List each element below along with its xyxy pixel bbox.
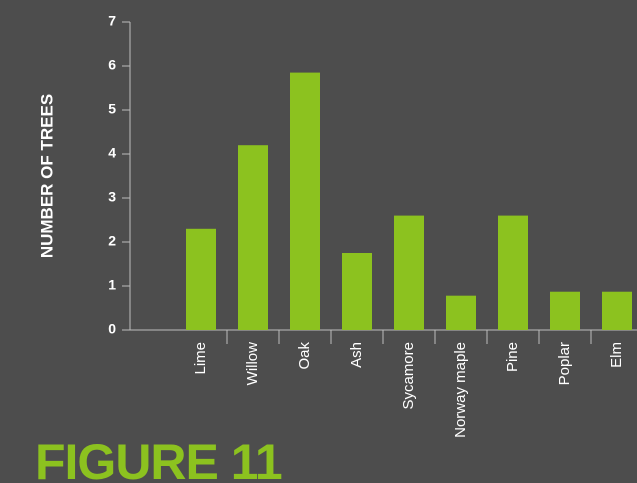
- y-axis-label: NUMBER OF TREES: [37, 94, 56, 258]
- x-tick-label: Poplar: [556, 342, 573, 385]
- y-tick-label: 4: [108, 145, 116, 161]
- bar: [238, 145, 268, 330]
- x-tick-label: Pine: [504, 342, 521, 372]
- y-tick-label: 7: [108, 13, 116, 29]
- bar: [498, 215, 528, 330]
- x-tick-label: Lime: [192, 342, 209, 375]
- bar: [394, 215, 424, 330]
- x-tick-label: Oak: [296, 342, 313, 370]
- y-tick-label: 0: [108, 321, 116, 337]
- y-tick-label: 1: [108, 277, 116, 293]
- y-tick-label: 3: [108, 189, 116, 205]
- y-tick-label: 5: [108, 101, 116, 117]
- x-tick-label: Sycamore: [400, 342, 417, 410]
- x-tick-label: Willow: [244, 342, 261, 385]
- x-tick-label: Ash: [348, 342, 365, 368]
- bar: [290, 72, 320, 330]
- bar: [186, 228, 216, 330]
- bar: [550, 291, 580, 330]
- bar: [602, 291, 632, 330]
- bar: [446, 295, 476, 330]
- figure-caption: FIGURE 11: [35, 434, 282, 483]
- y-tick-label: 2: [108, 233, 116, 249]
- x-tick-label: Norway maple: [452, 342, 469, 438]
- x-tick-label: Elm: [608, 342, 625, 368]
- y-tick-label: 6: [108, 57, 116, 73]
- bar: [342, 253, 372, 330]
